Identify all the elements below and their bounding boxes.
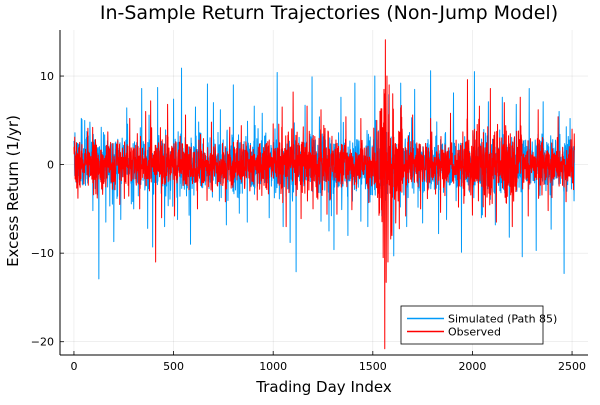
y-tick-label: −10 [31,247,54,260]
axes [59,30,588,356]
y-axis-title: Excess Return (1/yr) [4,115,22,267]
y-tick-label: 10 [40,70,54,83]
legend-label-simulated: Simulated (Path 85) [448,313,557,326]
x-tick-label: 1000 [259,360,287,373]
x-tick-label: 1500 [359,360,387,373]
legend: Simulated (Path 85) Observed [400,305,557,345]
y-tick-label: 0 [47,159,54,172]
legend-label-observed: Observed [448,326,501,339]
legend-box [400,305,544,345]
series-line-observed [73,39,575,350]
plot-area [73,39,575,350]
x-tick-label: 0 [70,360,77,373]
x-axis-title: Trading Day Index [255,378,392,396]
x-tick-label: 2000 [458,360,486,373]
chart-title: In-Sample Return Trajectories (Non-Jump … [100,2,558,24]
y-tick-label: −20 [31,336,54,349]
x-tick-label: 500 [163,360,184,373]
tick-labels: 0 500 1000 1500 2000 2500 −20 −10 0 10 [31,70,586,373]
x-tick-label: 2500 [558,360,586,373]
